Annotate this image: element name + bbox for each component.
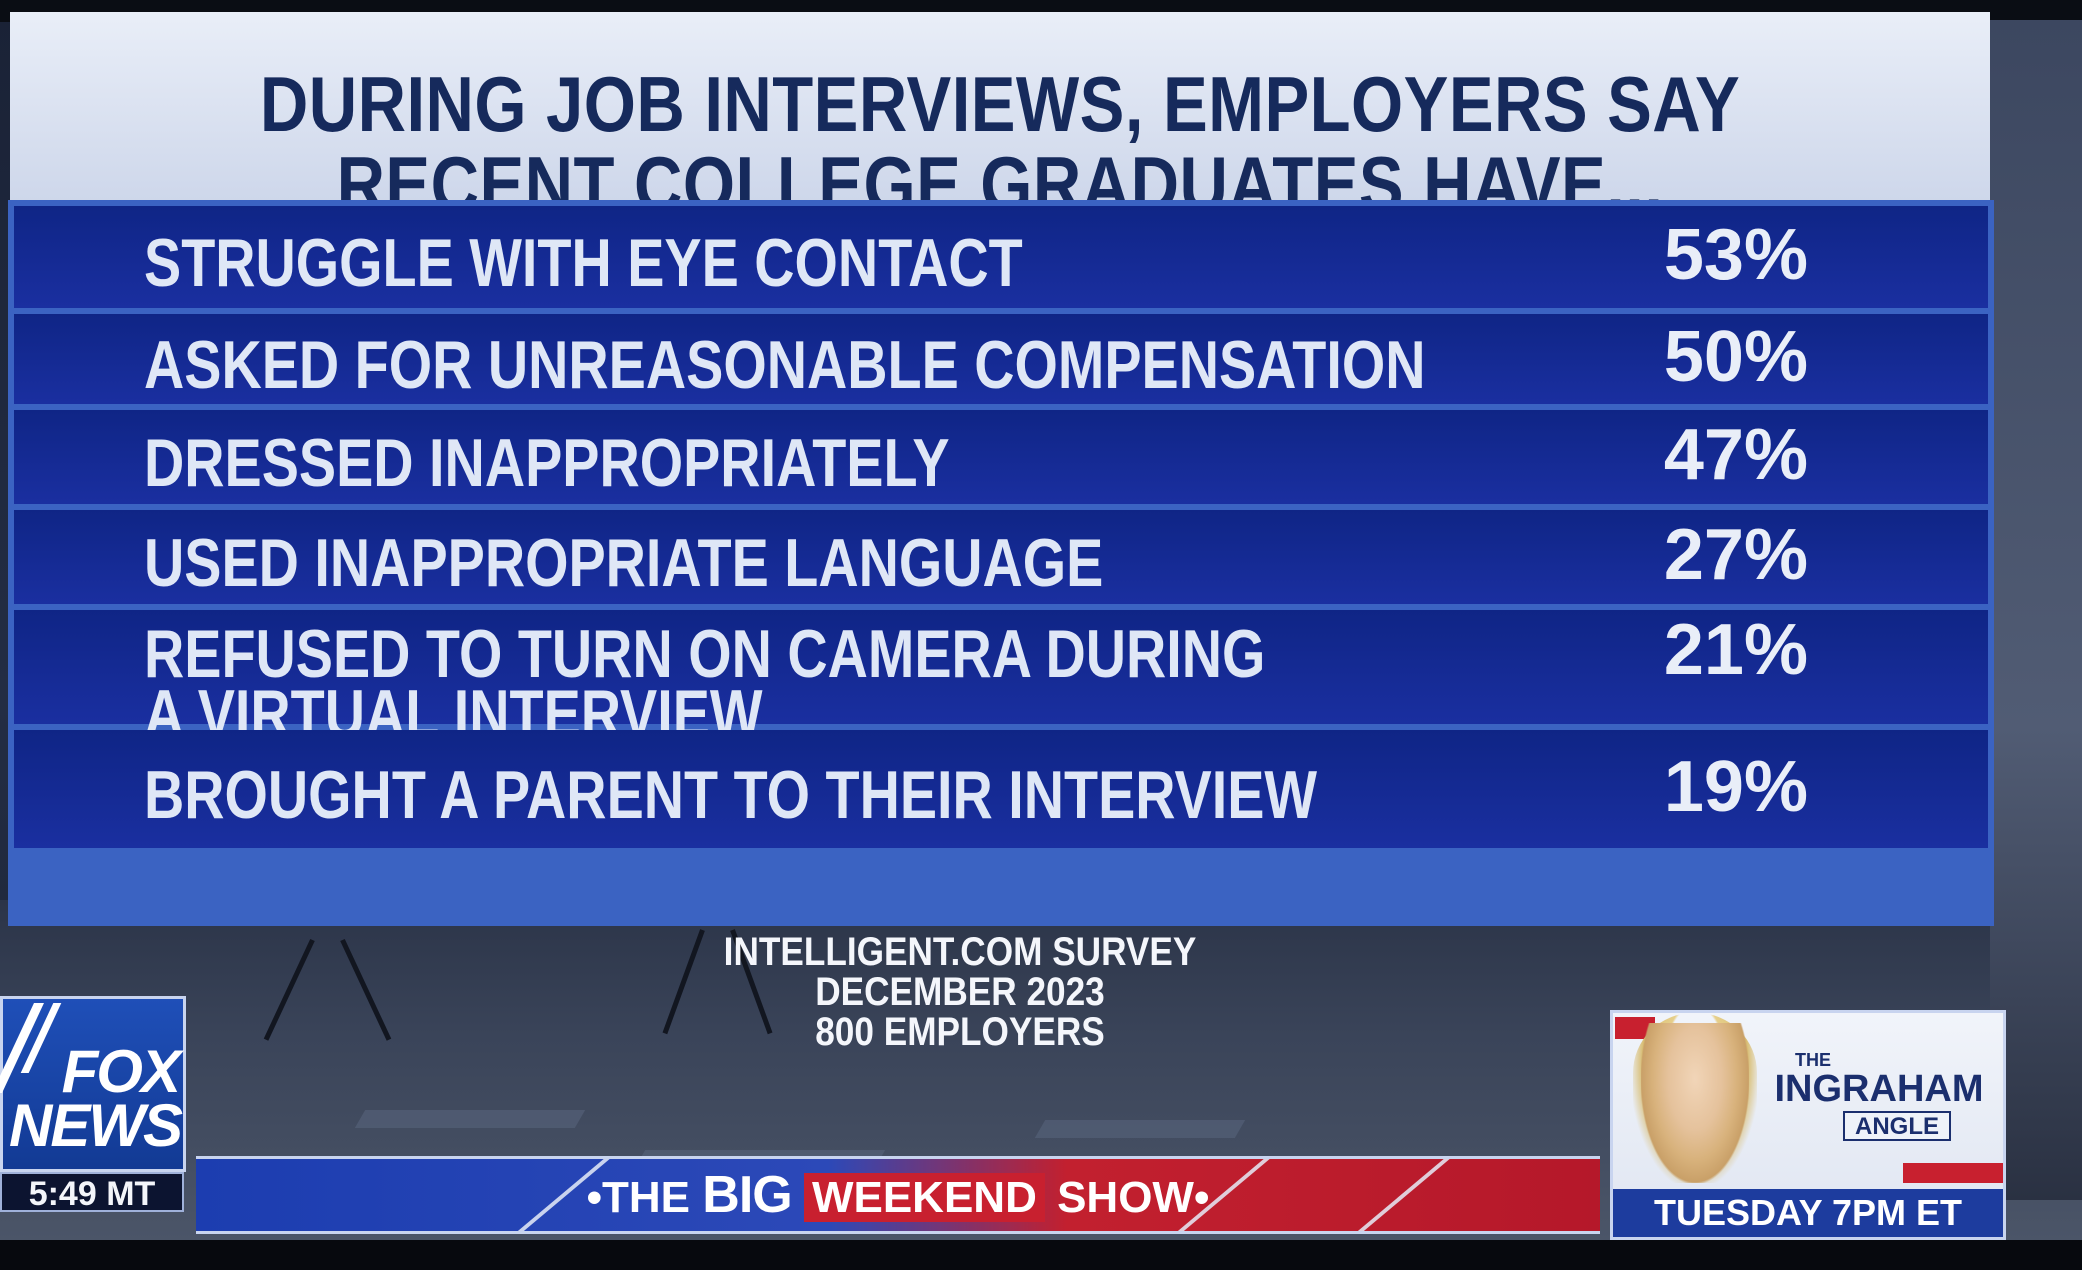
- row-label: DRESSED INAPPROPRIATELY: [144, 425, 950, 501]
- promo-show-name: INGRAHAM: [1774, 1068, 1984, 1110]
- show-promo: THE INGRAHAM ANGLE TUESDAY 7PM ET: [1610, 1010, 2006, 1240]
- banner-show: SHOW•: [1044, 1173, 1210, 1222]
- row-label: STRUGGLE WITH EYE CONTACT: [144, 225, 1023, 301]
- floor-stripe: [354, 1110, 586, 1128]
- tv-bezel-bottom: [0, 1240, 2082, 1270]
- source-line-3: 800 EMPLOYERS: [815, 1010, 1105, 1054]
- table-row: ASKED FOR UNREASONABLE COMPENSATION 50%: [14, 314, 1988, 404]
- row-value: 19%: [1663, 747, 1808, 827]
- table-row: DRESSED INAPPROPRIATELY 47%: [14, 410, 1988, 504]
- row-value: 50%: [1663, 317, 1808, 397]
- row-label: ASKED FOR UNREASONABLE COMPENSATION: [144, 327, 1426, 403]
- survey-table: STRUGGLE WITH EYE CONTACT 53% ASKED FOR UN…: [8, 200, 1994, 926]
- source-line-2: DECEMBER 2023: [815, 970, 1105, 1014]
- show-banner: •THE BIG WEEKEND SHOW•: [196, 1156, 1600, 1234]
- studio-wall-right: [1990, 20, 2082, 1200]
- broadcast-clock: 5:49 MT: [0, 1172, 184, 1213]
- promo-the: THE: [1795, 1050, 1831, 1070]
- chair-leg: [340, 938, 392, 1041]
- banner-title: •THE BIG WEEKEND SHOW•: [196, 1159, 1600, 1231]
- row-value: 21%: [1663, 610, 1808, 690]
- host-photo: [1641, 1023, 1749, 1183]
- fox-news-logo: FOX NEWS: [0, 996, 186, 1172]
- chair-leg: [263, 938, 315, 1041]
- promo-angle: ANGLE: [1843, 1111, 1951, 1141]
- graphic-header: DURING JOB INTERVIEWS, EMPLOYERS SAY REC…: [10, 12, 1990, 234]
- row-label: REFUSED TO TURN ON CAMERA DURING: [144, 616, 1266, 692]
- banner-weekend: WEEKEND: [803, 1173, 1045, 1222]
- chart-title-line-1: DURING JOB INTERVIEWS, EMPLOYERS SAY: [259, 60, 1741, 148]
- source-line-1: INTELLIGENT.COM SURVEY: [723, 930, 1197, 974]
- row-label: BROUGHT A PARENT TO THEIR INTERVIEW: [144, 757, 1318, 833]
- table-row: STRUGGLE WITH EYE CONTACT 53%: [14, 206, 1988, 308]
- promo-airtime: TUESDAY 7PM ET: [1613, 1189, 2003, 1237]
- logo-fox-text: FOX: [61, 1038, 181, 1105]
- table-row: BROUGHT A PARENT TO THEIR INTERVIEW 19%: [14, 730, 1988, 848]
- banner-big: BIG: [702, 1166, 792, 1224]
- table-row: REFUSED TO TURN ON CAMERA DURING A VIRTUA…: [14, 610, 1988, 748]
- row-label: USED INAPPROPRIATE LANGUAGE: [144, 525, 1104, 601]
- table-row: USED INAPPROPRIATE LANGUAGE 27%: [14, 510, 1988, 604]
- survey-source: INTELLIGENT.COM SURVEY DECEMBER 2023 800…: [640, 932, 1280, 1052]
- floor-stripe: [1034, 1120, 1246, 1138]
- banner-prefix: •THE: [586, 1173, 703, 1222]
- row-value: 27%: [1663, 515, 1808, 595]
- row-value: 53%: [1663, 215, 1808, 295]
- promo-accent: [1903, 1163, 2003, 1183]
- logo-news-text: NEWS: [9, 1092, 183, 1159]
- row-value: 47%: [1663, 415, 1808, 495]
